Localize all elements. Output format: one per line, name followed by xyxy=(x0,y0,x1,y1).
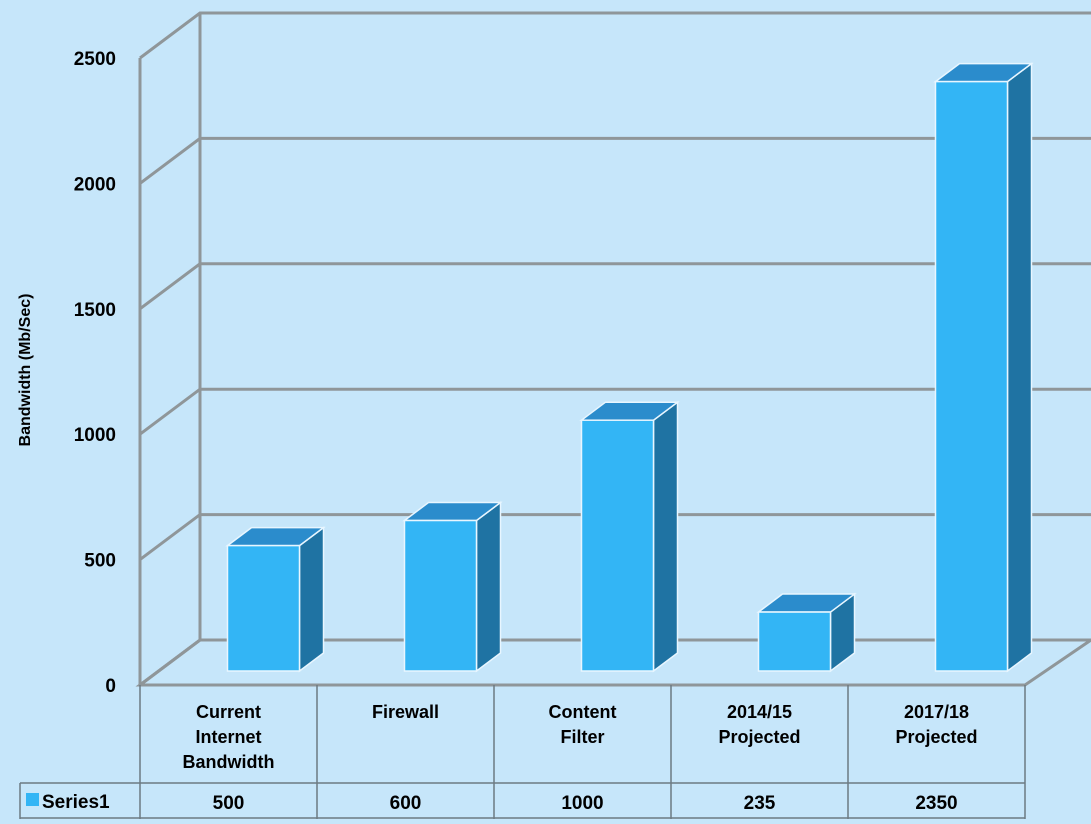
bars xyxy=(225,62,1034,673)
y-tick-label: 0 xyxy=(105,676,116,697)
bar xyxy=(579,400,680,673)
bar xyxy=(402,501,503,673)
bar-side xyxy=(298,526,325,673)
data-label: 1000 xyxy=(561,793,603,814)
x-category-label: Content Filter xyxy=(549,702,617,747)
bar-front xyxy=(580,419,655,672)
chart-floor xyxy=(135,638,1091,687)
bar xyxy=(756,592,857,673)
y-tick-label: 2000 xyxy=(74,174,116,195)
data-table: Current Internet Bandwidth 500 Firewall 600 Co… xyxy=(19,685,1026,819)
y-tick-label: 500 xyxy=(84,551,116,572)
bar-side xyxy=(1006,62,1033,673)
y-axis-label: Bandwidth (Mb/Sec) xyxy=(17,294,34,447)
bar-front xyxy=(934,80,1009,672)
y-tick-label: 1500 xyxy=(74,300,116,321)
data-label: 600 xyxy=(390,793,422,814)
y-axis-ticks: 0 500 1000 1500 2000 2500 xyxy=(74,49,116,697)
legend-key xyxy=(26,793,39,806)
gridline xyxy=(139,11,1091,60)
x-category-label: Firewall xyxy=(372,702,439,722)
bar-front xyxy=(226,544,301,672)
data-label: 2350 xyxy=(915,793,957,814)
y-tick-label: 2500 xyxy=(74,49,116,70)
x-category-label: 2014/15 Projected xyxy=(718,702,800,747)
bar-front xyxy=(757,611,832,672)
bar-front xyxy=(403,519,478,672)
series-name: Series1 xyxy=(42,792,110,813)
data-label: 500 xyxy=(213,793,245,814)
x-category-label: 2017/18 Projected xyxy=(895,702,977,747)
bar-side xyxy=(475,501,502,673)
data-label: 235 xyxy=(744,793,776,814)
gridlines xyxy=(138,11,1091,687)
floor-outline xyxy=(135,638,1091,687)
bar xyxy=(225,526,326,673)
bar xyxy=(933,62,1034,673)
x-category-label: Current Internet Bandwidth xyxy=(183,702,275,772)
y-tick-label: 1000 xyxy=(74,425,116,446)
bar-side xyxy=(652,400,679,673)
